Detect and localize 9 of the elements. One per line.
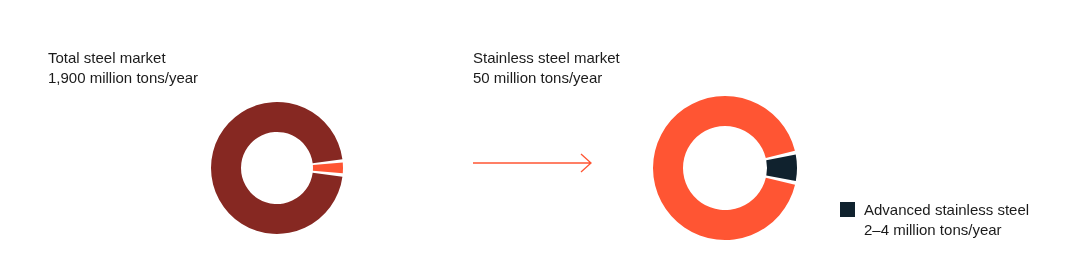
chart-subtitle: 1,900 million tons/year [48,68,199,88]
donut-slice [766,154,797,182]
donut-slice [211,102,343,234]
chart-title: Stainless steel market [473,48,620,68]
chart-title: Total steel market [48,48,167,68]
legend-label: Advanced stainless steel 2–4 million tons/year [864,200,1031,240]
donut-slice [653,96,796,240]
donut-slice [312,162,343,174]
chart-subtitle: 50 million tons/year [473,68,604,88]
